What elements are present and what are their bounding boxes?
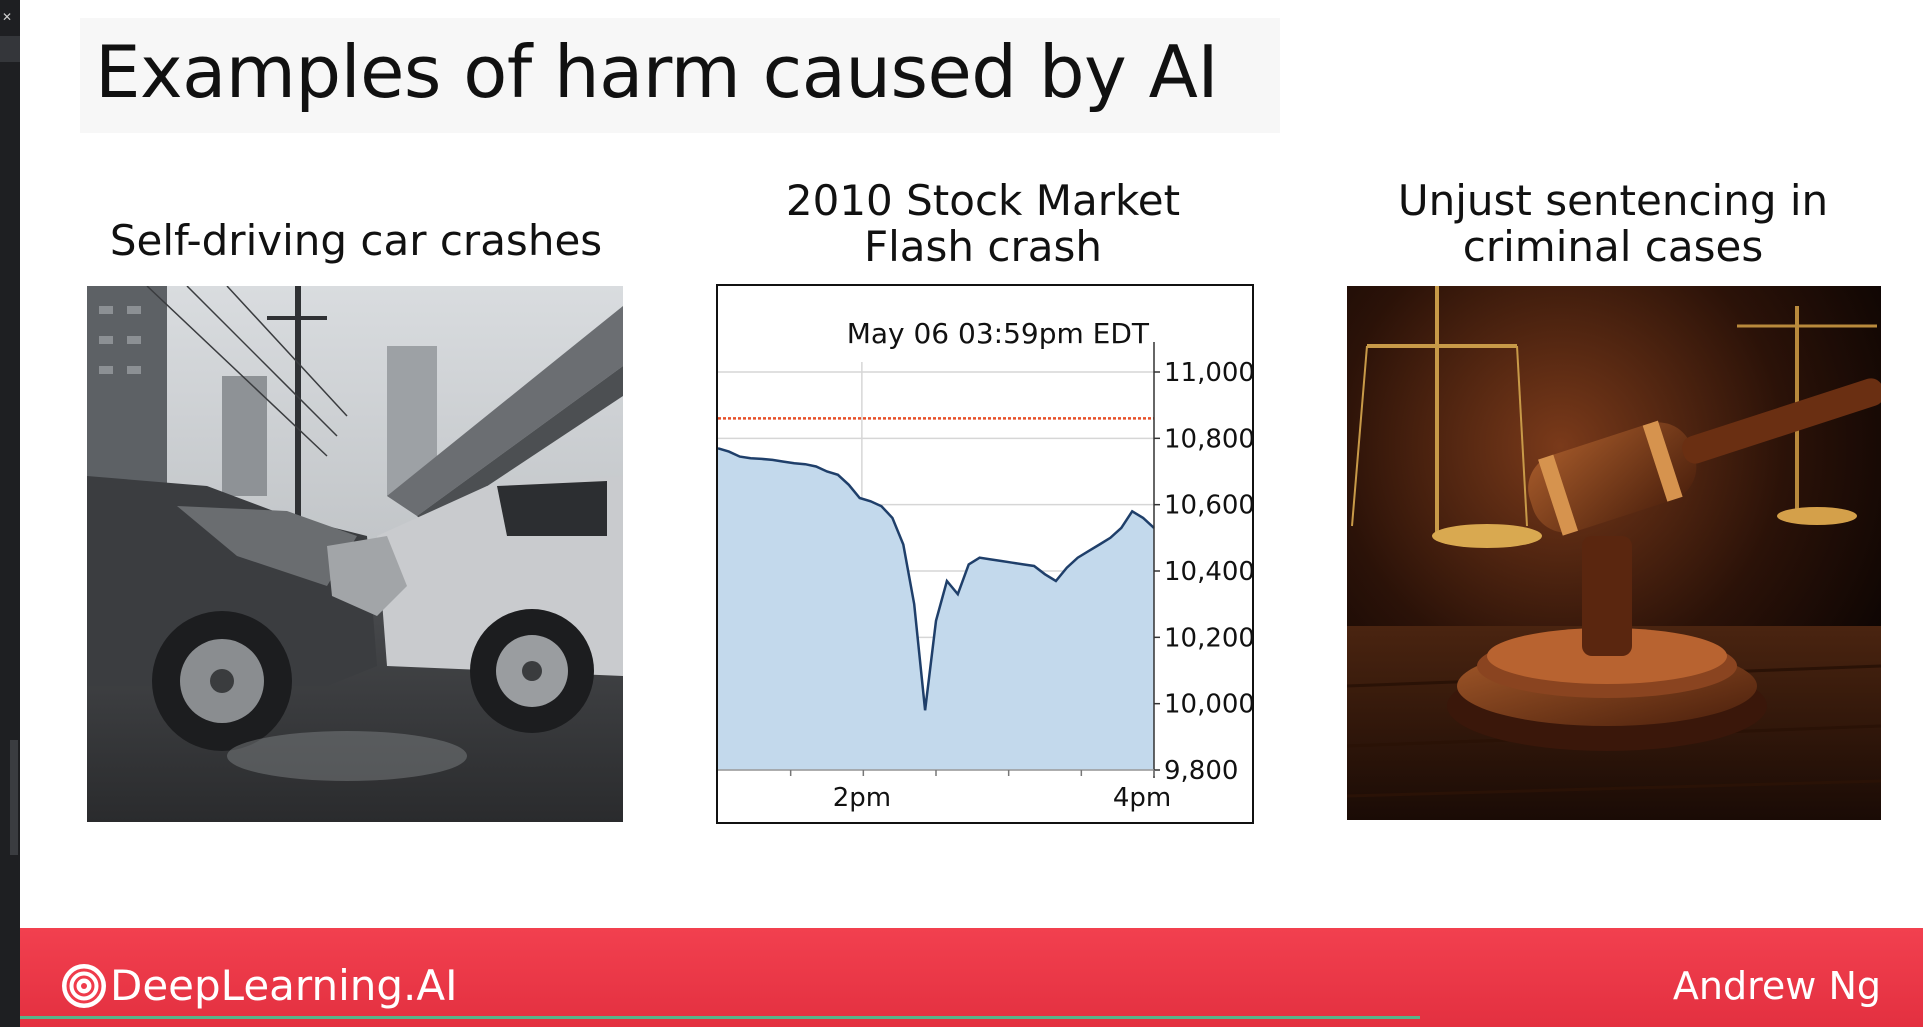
chart-title: May 06 03:59pm EDT	[847, 317, 1150, 350]
chart-y-tick-label: 10,000	[1164, 690, 1254, 720]
footer-author: Andrew Ng	[1672, 964, 1881, 1008]
slide-title: Examples of harm caused by AI	[95, 30, 1219, 114]
chart-y-tick-label: 9,800	[1164, 756, 1238, 786]
chart-series-line	[717, 447, 1155, 711]
footer-bar	[20, 928, 1923, 1027]
chart-x-tick-label: 4pm	[1113, 783, 1171, 813]
chart-y-tick-label: 10,400	[1164, 557, 1254, 587]
car-crash-image	[87, 286, 623, 822]
footer-brand: DeepLearning.AI	[110, 961, 458, 1010]
footer-progress-line	[20, 1016, 1420, 1019]
left-rail: ✕	[0, 0, 20, 1027]
caption-flash-crash: 2010 Stock Market Flash crash	[785, 176, 1181, 271]
rail-tab[interactable]	[0, 36, 20, 62]
chart-y-tick-label: 10,600	[1164, 491, 1254, 521]
chart-y-tick-label: 10,800	[1164, 424, 1254, 454]
chart-x-tick-label: 2pm	[833, 783, 891, 813]
chart-y-tick-label: 11,000	[1164, 358, 1254, 388]
caption-sentencing: Unjust sentencing in criminal cases	[1397, 176, 1829, 271]
deeplearning-logo-icon	[60, 962, 108, 1010]
rail-scrollbar[interactable]	[10, 740, 18, 855]
chart-canvas: 11,000 10,800 10,600 10,400 10,200 10,000 9,80…	[716, 284, 1254, 824]
flash-crash-chart: 11,000 10,800 10,600 10,400 10,200 10,000 9,80…	[716, 284, 1254, 824]
gavel-image	[1347, 286, 1881, 820]
title-backdrop	[80, 18, 1280, 133]
caption-self-driving: Self-driving car crashes	[109, 216, 603, 265]
chart-y-tick-label: 10,200	[1164, 623, 1254, 653]
chart-area-fill	[718, 448, 1154, 770]
close-icon[interactable]: ✕	[1, 10, 13, 24]
